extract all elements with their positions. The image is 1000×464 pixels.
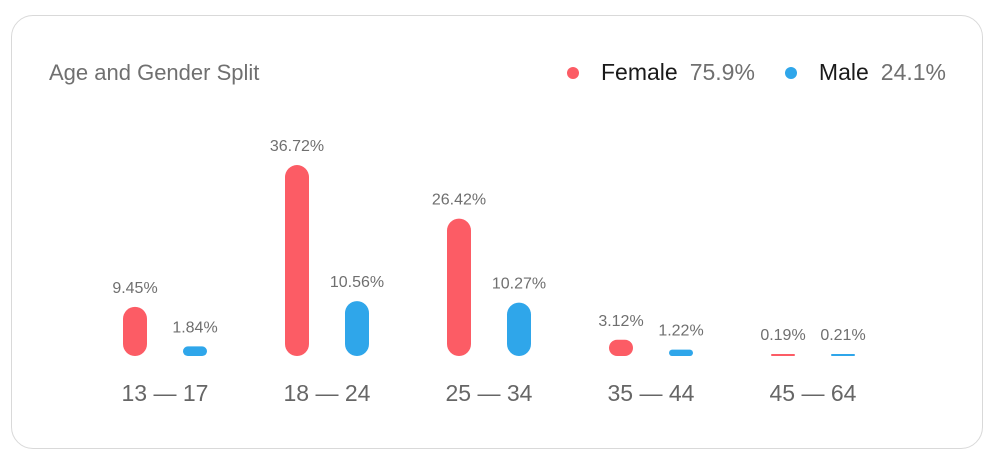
chart-card bbox=[11, 15, 983, 449]
female-dot-icon bbox=[567, 66, 579, 79]
value-label-male-2: 10.27% bbox=[492, 276, 546, 293]
value-label-female-4: 0.19% bbox=[760, 327, 805, 344]
bar-female-4 bbox=[771, 354, 795, 356]
category-label-3: 35 — 44 bbox=[608, 380, 695, 406]
category-label-2: 25 — 34 bbox=[446, 380, 533, 406]
bar-male-3 bbox=[669, 349, 693, 356]
legend-item-male: Male 24.1% bbox=[784, 59, 946, 86]
value-label-female-3: 3.12% bbox=[598, 313, 643, 330]
value-label-male-3: 1.22% bbox=[658, 323, 703, 340]
category-label-1: 18 — 24 bbox=[284, 380, 371, 406]
chart-title: Age and Gender Split bbox=[49, 60, 260, 85]
legend-male-name: Male bbox=[818, 59, 869, 85]
legend-item-female: Female 75.9% bbox=[567, 59, 755, 86]
legend: Female 75.9% Male 24.1% bbox=[567, 59, 946, 86]
value-label-male-0: 1.84% bbox=[172, 319, 217, 336]
bar-female-3 bbox=[609, 339, 633, 356]
bar-female-2 bbox=[447, 218, 471, 356]
bar-male-2 bbox=[507, 302, 531, 356]
category-label-4: 45 — 64 bbox=[770, 380, 857, 406]
bar-male-1 bbox=[345, 301, 369, 356]
bar-male-4 bbox=[831, 354, 855, 356]
bar-female-0 bbox=[123, 306, 147, 356]
value-label-male-1: 10.56% bbox=[330, 274, 384, 291]
bar-male-0 bbox=[183, 346, 207, 356]
legend-male-percent: 24.1% bbox=[880, 59, 946, 85]
value-label-male-4: 0.21% bbox=[820, 327, 865, 344]
value-label-female-2: 26.42% bbox=[432, 192, 486, 209]
legend-female-name: Female bbox=[601, 59, 678, 85]
bar-female-1 bbox=[285, 165, 309, 356]
value-label-female-0: 9.45% bbox=[112, 280, 157, 297]
male-dot-icon bbox=[784, 66, 797, 79]
category-label-0: 13 — 17 bbox=[122, 380, 209, 406]
legend-female-percent: 75.9% bbox=[689, 59, 755, 85]
value-label-female-1: 36.72% bbox=[270, 138, 324, 155]
